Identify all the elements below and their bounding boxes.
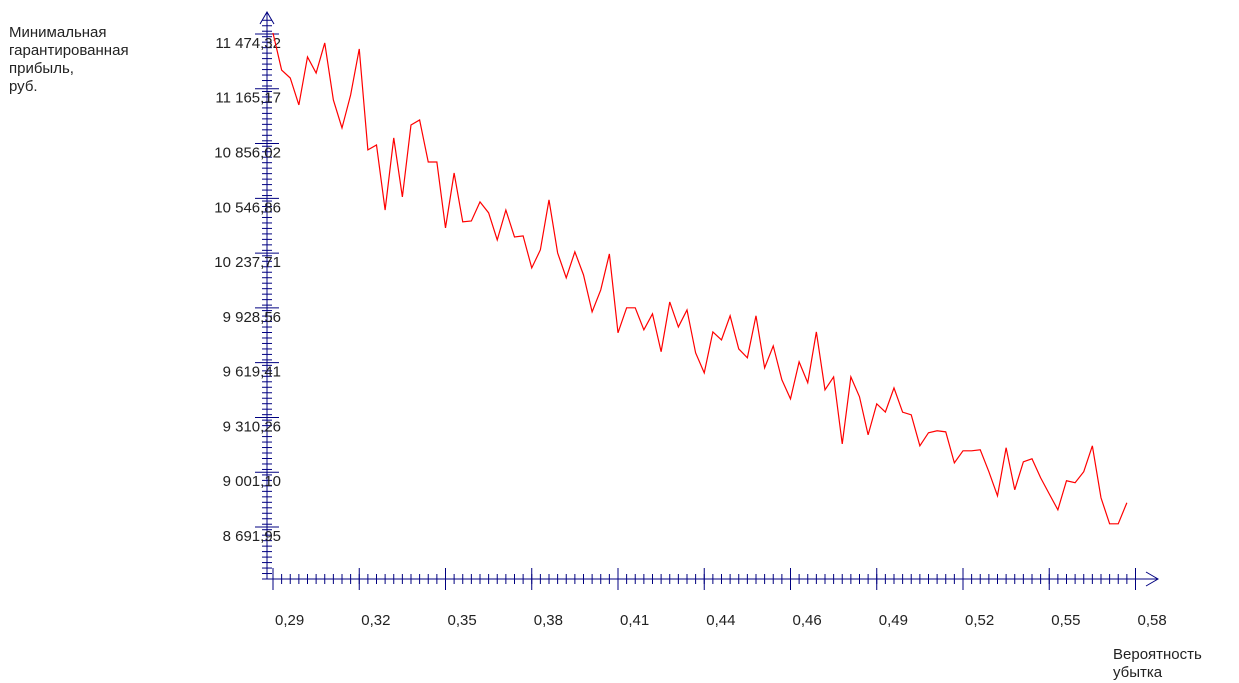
y-tick-label: 11 474,32 [215,35,281,52]
y-tick-label: 10 546,86 [214,199,281,216]
x-axis-title: Вероятность [1113,646,1202,663]
y-tick-label: 11 165,17 [215,90,281,107]
y-tick-label: 10 856,02 [214,145,281,162]
x-tick-label: 0,38 [534,612,563,629]
y-tick-label: 9 928,56 [223,309,281,326]
x-tick-label: 0,41 [620,612,649,629]
x-tick-label: 0,29 [275,612,304,629]
y-axis-title: руб. [9,78,38,95]
x-axis-arrow [1145,571,1159,587]
x-tick-label: 0,55 [1051,612,1080,629]
x-tick-label: 0,58 [1137,612,1166,629]
y-tick-label: 8 691,95 [223,528,281,545]
x-tick-label: 0,35 [447,612,476,629]
y-tick-label: 9 619,41 [223,364,281,381]
x-tick-label: 0,44 [706,612,735,629]
y-axis-title: гарантированная [9,42,129,59]
x-tick-label: 0,52 [965,612,994,629]
y-axis-title: прибыль, [9,60,74,77]
y-tick-label: 10 237,71 [214,254,281,271]
x-tick-label: 0,32 [361,612,390,629]
x-tick-label: 0,46 [792,612,821,629]
x-tick-label: 0,49 [879,612,908,629]
y-tick-label: 9 310,26 [223,418,281,435]
data-line [272,32,1128,525]
y-axis-title: Минимальная [9,24,107,41]
y-tick-label: 9 001,10 [223,473,281,490]
x-axis-title: убытка [1113,664,1163,681]
